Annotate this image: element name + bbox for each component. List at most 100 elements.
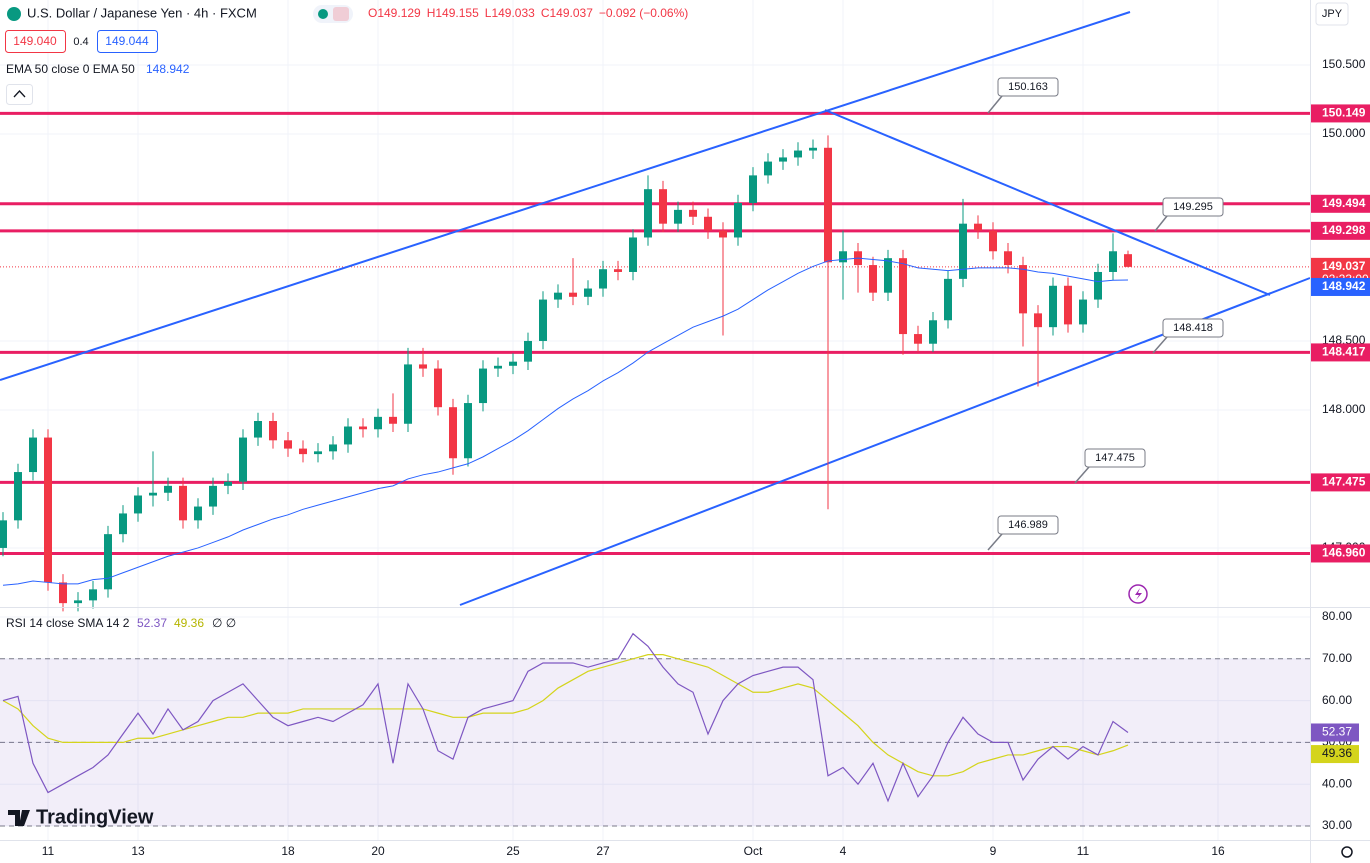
candle-body [584,288,592,297]
candle-body [614,269,622,272]
level-label: 148.417 [1322,345,1366,359]
candle-body [1019,265,1027,314]
levels [0,111,1310,555]
candle-body [1004,251,1012,266]
collapse-button[interactable] [6,84,33,105]
rsi-last-box [1311,723,1359,742]
candle-body [1109,251,1117,272]
marks [0,135,1132,803]
rsi-sma-last-box [1311,745,1359,764]
candle-body [374,416,382,430]
candle-body [434,368,442,408]
candle-body [779,157,787,162]
currency-button[interactable] [1315,2,1349,26]
candle-body [269,420,277,441]
quote-value: L149.033 [485,6,535,20]
rsi-band [0,658,1310,826]
x-tick-label: 27 [596,844,610,858]
candle-body [839,251,847,263]
candle-body [524,340,532,362]
y-tick-label: 30.00 [1322,818,1352,832]
candle-body [704,216,712,231]
note-label: 148.418 [1173,322,1213,334]
level-label: 149.494 [1322,196,1366,210]
note-label: 147.475 [1095,452,1135,464]
alert-bolt [1135,588,1142,600]
level-label: 146.960 [1322,546,1366,560]
level-label: 147.475 [1322,475,1366,489]
candle-body [1124,254,1132,267]
rsi-legend-extra: ∅ ∅ [212,616,236,630]
sell-button[interactable] [5,30,66,53]
x-tick-label: 9 [990,844,997,858]
candle-body [794,150,802,158]
candle-body [899,258,907,335]
level-label: 149.298 [1322,223,1366,237]
candle-body [974,223,982,231]
candle-body [749,175,757,203]
candle-body [389,416,397,424]
ema-last-label: 148.942 [1322,279,1366,293]
candle-body [254,420,262,438]
trendline [0,11,1131,381]
note-box [1162,318,1224,338]
ask: 149.044 [105,34,149,48]
rsi-sma-line [2,654,1129,777]
trendline [824,109,1271,296]
note-label: 150.163 [1008,81,1048,93]
quote-value: O149.129 [368,6,421,20]
grid [0,0,1310,840]
candle-body [689,209,697,217]
candle-body [599,269,607,289]
candle-body [164,485,172,493]
chart-title: U.S. Dollar / Japanese Yen · 4h · FXCM [27,5,257,20]
candle-body [59,582,67,604]
level-label-box [1311,544,1370,563]
brand-logo [8,810,30,826]
candle-body [359,426,367,430]
candle-body [869,265,877,293]
candle-body [344,426,352,445]
note-label: 146.989 [1008,519,1048,531]
status-icon [333,7,349,21]
candle-body [104,534,112,590]
quote: O149.129 H149.155 L149.033 C149.037 −0.092 (… [368,6,688,20]
candle-body [884,258,892,293]
rsi-sma-legend-value: 49.36 [174,616,204,630]
note-leader [1074,466,1090,484]
candle-body [959,223,967,279]
note-leader [1152,336,1168,354]
y-tick-label: 60.00 [1322,693,1352,707]
settings-icon[interactable] [1341,846,1353,858]
candle-body [179,485,187,521]
candle-body [194,506,202,521]
x-tick-label: 11 [1077,844,1090,858]
candle-body [74,600,82,604]
y-tick-label: 150.500 [1322,57,1366,71]
candle-body [674,209,682,224]
level-label-box [1311,104,1370,123]
candle-body [224,481,232,486]
x-tick-label: 16 [1211,844,1225,858]
bid: 149.040 [13,34,57,48]
quote-value: H149.155 [427,6,479,20]
candle-body [0,520,7,548]
symbol-icon [7,7,21,21]
candle-body [89,589,97,601]
y-tick-label: 150.000 [1322,126,1366,140]
buy-button[interactable] [97,30,158,53]
candle-body [419,364,427,369]
candle-body [809,147,817,151]
rsi-legend: RSI 14 close SMA 14 2 [6,616,130,630]
candle-body [134,495,142,514]
quote-value: −0.092 (−0.06%) [599,6,688,20]
x-tick-label: 4 [840,844,847,858]
y-tick-label: 148.000 [1322,402,1366,416]
ema-legend-value: 148.942 [146,62,190,76]
candle-body [464,403,472,459]
candle-body [314,451,322,455]
rsi-last-label: 52.37 [1322,725,1352,739]
candle-body [119,513,127,535]
note-leader [987,533,1003,551]
